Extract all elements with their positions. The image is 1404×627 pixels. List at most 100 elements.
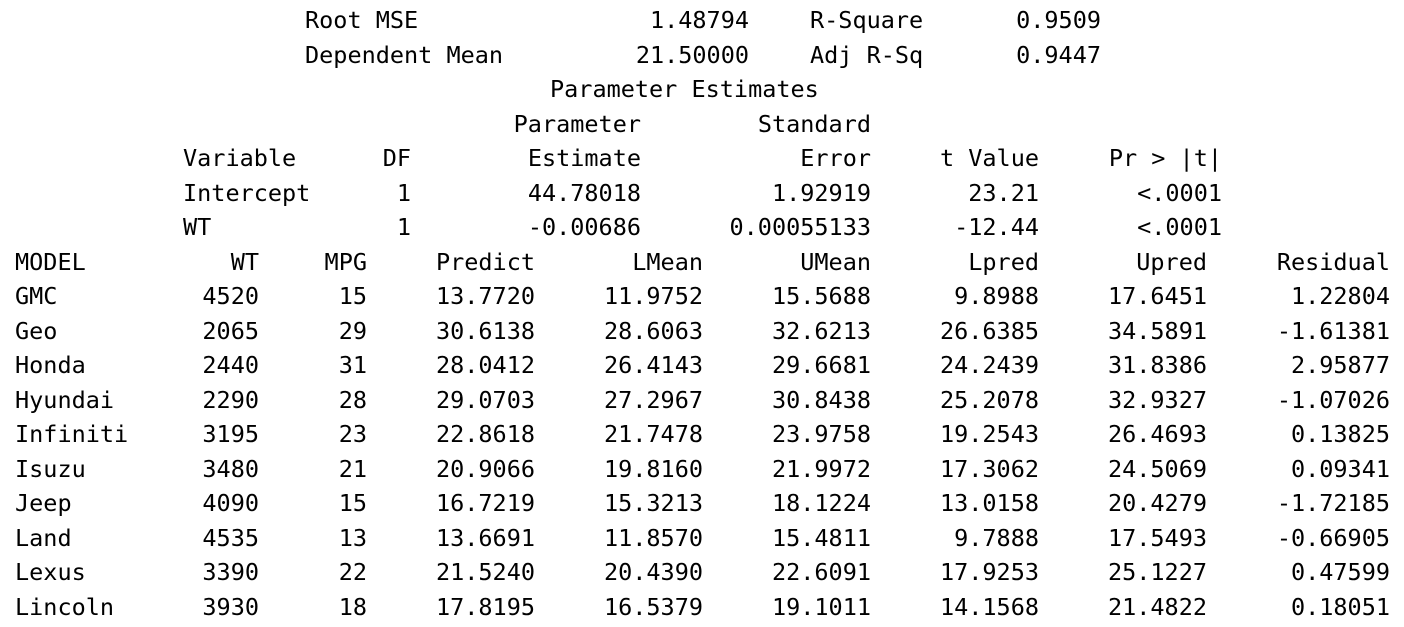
prediction-umean: 29.6681	[771, 351, 871, 379]
column-header: Predict	[435, 247, 535, 276]
prediction-upred: 20.4279	[1107, 489, 1207, 517]
prediction-mpg: 13	[338, 523, 367, 552]
prediction-mpg: 21	[338, 454, 367, 483]
prediction-lpred: 26.6385	[939, 316, 1039, 345]
prediction-upred: 17.5493	[1107, 523, 1207, 552]
prediction-model: Geo	[15, 316, 58, 345]
prediction-lpred: 17.9253	[939, 558, 1039, 586]
prediction-wt: 3195	[202, 420, 259, 448]
prediction-model: Hyundai	[15, 385, 115, 414]
prediction-lpred: 24.2439	[939, 351, 1039, 379]
param-stderr: 0.00055133	[729, 213, 871, 241]
prediction-lmean: 27.2967	[603, 385, 703, 414]
prediction-umean: 19.1011	[771, 592, 871, 621]
prediction-lpred: 17.3062	[939, 454, 1039, 483]
prediction-umean: 23.9758	[771, 420, 871, 448]
prediction-lmean: 16.5379	[603, 592, 703, 621]
prediction-model: GMC	[15, 282, 58, 310]
fit-stat-value: 1.48794	[649, 6, 749, 34]
prediction-wt: 3480	[202, 454, 259, 483]
prediction-lmean: 21.7478	[603, 420, 703, 448]
param-stderr: 1.92919	[771, 178, 871, 207]
prediction-residual: 0.13825	[1290, 420, 1390, 448]
prediction-model: Jeep	[15, 489, 72, 517]
prediction-umean: 22.6091	[771, 558, 871, 586]
prediction-mpg: 29	[338, 316, 367, 345]
fit-stat-value: 0.9447	[1016, 40, 1101, 69]
prediction-wt: 4520	[202, 282, 259, 310]
prediction-upred: 21.4822	[1107, 592, 1207, 621]
param-variable: WT	[183, 213, 212, 241]
prediction-model: Isuzu	[15, 454, 86, 483]
column-header: DF	[382, 144, 411, 172]
prediction-residual: -1.07026	[1276, 385, 1390, 414]
prediction-lmean: 19.8160	[603, 454, 703, 483]
fit-stat-label: Adj R-Sq	[810, 40, 924, 69]
prediction-lpred: 9.8988	[954, 282, 1039, 310]
prediction-wt: 3390	[202, 558, 259, 586]
prediction-predict: 22.8618	[435, 420, 535, 448]
fit-stat-label: R-Square	[810, 6, 924, 34]
prediction-umean: 32.6213	[771, 316, 871, 345]
column-header: Lpred	[968, 247, 1039, 276]
prediction-predict: 28.0412	[435, 351, 535, 379]
prediction-mpg: 15	[338, 282, 367, 310]
prediction-lmean: 28.6063	[603, 316, 703, 345]
param-tvalue: -12.44	[954, 213, 1039, 241]
prediction-upred: 26.4693	[1107, 420, 1207, 448]
param-df: 1	[396, 178, 411, 207]
prediction-predict: 30.6138	[435, 316, 535, 345]
prediction-residual: -1.61381	[1276, 316, 1390, 345]
prediction-umean: 18.1224	[771, 489, 871, 517]
prediction-predict: 20.9066	[435, 454, 535, 483]
prediction-predict: 17.8195	[435, 592, 535, 621]
prediction-residual: 0.47599	[1290, 558, 1390, 586]
param-pvalue: <.0001	[1137, 213, 1222, 241]
fit-stat-label: Dependent Mean	[305, 40, 504, 69]
column-header: Error	[800, 144, 871, 172]
prediction-model: Land	[15, 523, 72, 552]
param-variable: Intercept	[183, 178, 311, 207]
column-header: LMean	[632, 247, 703, 276]
prediction-lmean: 26.4143	[603, 351, 703, 379]
prediction-upred: 25.1227	[1107, 558, 1207, 586]
prediction-upred: 31.8386	[1107, 351, 1207, 379]
prediction-wt: 2065	[202, 316, 259, 345]
prediction-lpred: 19.2543	[939, 420, 1039, 448]
prediction-umean: 15.4811	[771, 523, 871, 552]
fit-stat-value: 0.9509	[1016, 6, 1101, 34]
prediction-upred: 17.6451	[1107, 282, 1207, 310]
prediction-mpg: 22	[338, 558, 367, 586]
prediction-mpg: 18	[338, 592, 367, 621]
param-estimate: -0.00686	[527, 213, 641, 241]
param-estimate: 44.78018	[527, 178, 641, 207]
prediction-mpg: 28	[338, 385, 367, 414]
prediction-model: Lexus	[15, 558, 86, 586]
prediction-predict: 13.6691	[435, 523, 535, 552]
prediction-lmean: 20.4390	[603, 558, 703, 586]
prediction-mpg: 15	[338, 489, 367, 517]
prediction-residual: 0.18051	[1290, 592, 1390, 621]
column-header: Variable	[183, 144, 297, 172]
prediction-lpred: 9.7888	[954, 523, 1039, 552]
param-pvalue: <.0001	[1137, 178, 1222, 207]
prediction-upred: 24.5069	[1107, 454, 1207, 483]
column-header: Pr > |t|	[1108, 144, 1222, 172]
prediction-wt: 3930	[202, 592, 259, 621]
prediction-residual: 2.95877	[1290, 351, 1390, 379]
fit-stat-label: Root MSE	[305, 6, 419, 34]
prediction-wt: 2290	[202, 385, 259, 414]
prediction-lpred: 13.0158	[939, 489, 1039, 517]
param-df: 1	[396, 213, 411, 241]
column-header: MPG	[324, 247, 367, 276]
prediction-mpg: 31	[338, 351, 367, 379]
column-header: WT	[230, 247, 259, 276]
prediction-residual: 0.09341	[1290, 454, 1390, 483]
prediction-lpred: 14.1568	[939, 592, 1039, 621]
prediction-model: Honda	[15, 351, 86, 379]
column-header: Residual	[1276, 247, 1390, 276]
prediction-lmean: 11.9752	[603, 282, 703, 310]
section-title: Parameter Estimates	[550, 75, 819, 103]
prediction-model: Lincoln	[15, 592, 115, 621]
prediction-residual: -1.72185	[1276, 489, 1390, 517]
